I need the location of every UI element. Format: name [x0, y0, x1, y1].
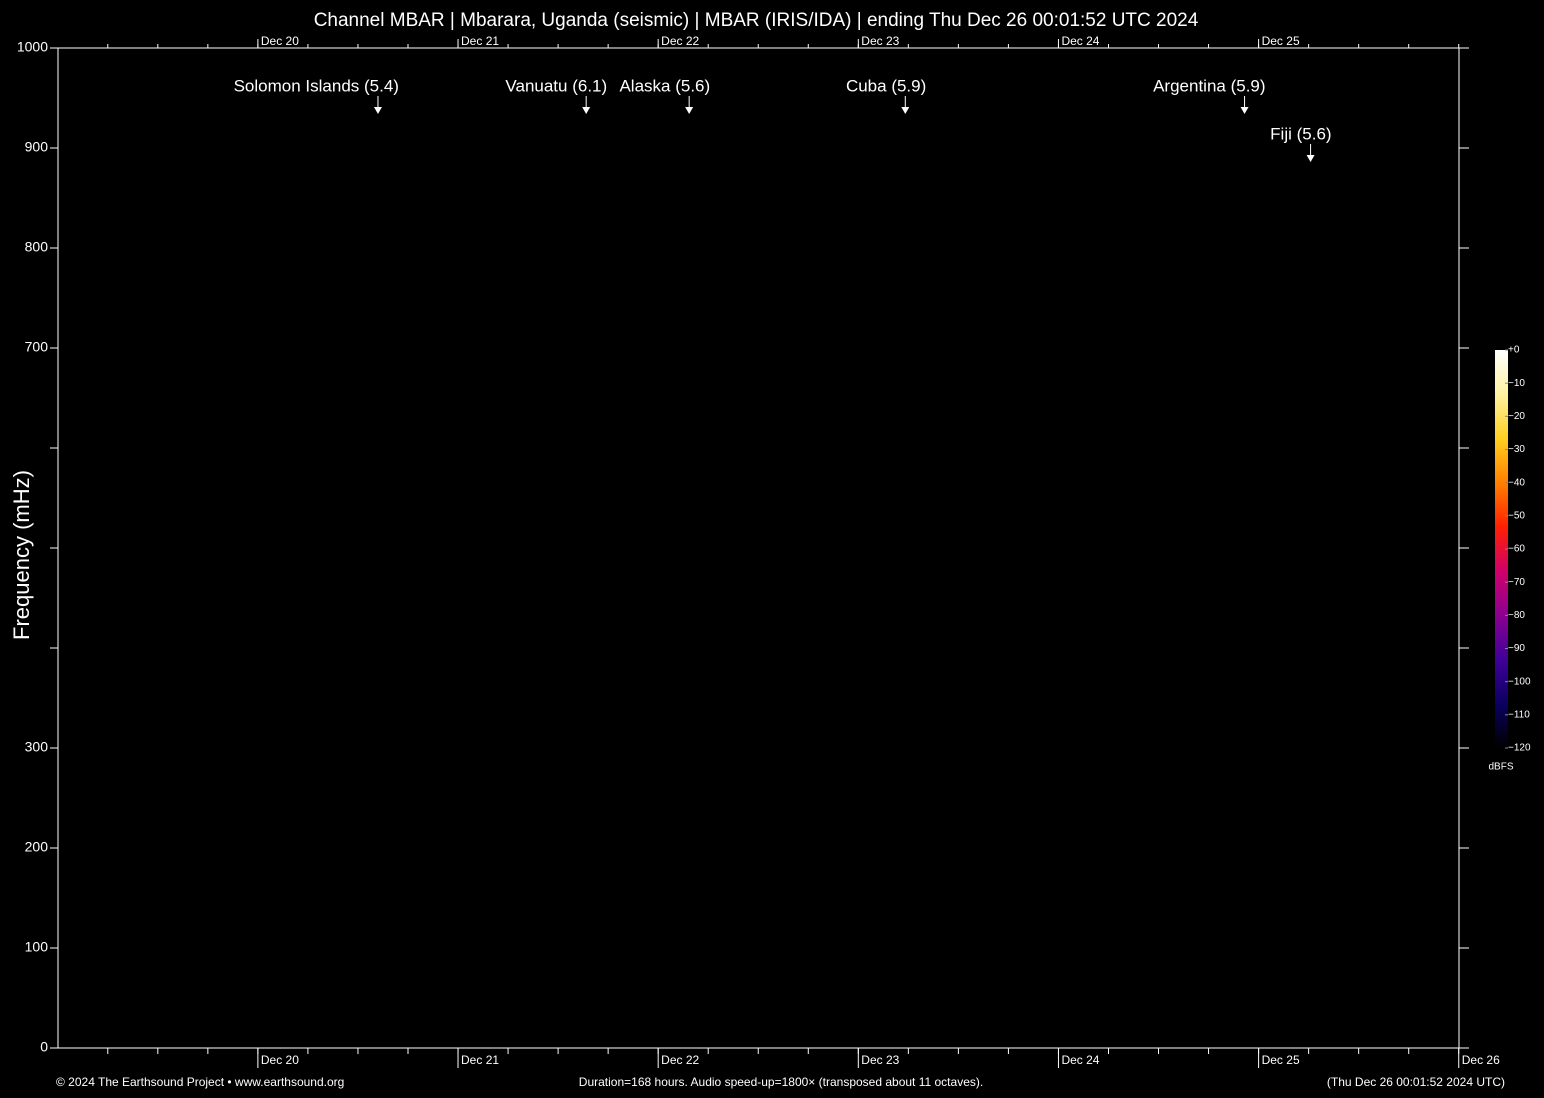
event-label: Argentina (5.9)	[1153, 76, 1265, 95]
event-arrow	[901, 107, 910, 114]
event-arrow	[582, 107, 591, 114]
footer-right: (Thu Dec 26 00:01:52 2024 UTC)	[1327, 1075, 1505, 1089]
x-tick-label: Dec 26	[1462, 1053, 1500, 1067]
x-tick-label-top: Dec 24	[1061, 34, 1099, 48]
colorbar-tick-label: −80	[1508, 610, 1525, 621]
event-label: Solomon Islands (5.4)	[234, 76, 399, 95]
colorbar-tick-label: −70	[1508, 577, 1525, 588]
colorbar-tick-label: −120	[1508, 743, 1531, 754]
x-tick-label-top: Dec 23	[861, 34, 899, 48]
colorbar-tick-label: −40	[1508, 477, 1525, 488]
y-tick-label: 1000	[17, 39, 48, 55]
event-arrow	[373, 107, 382, 114]
colorbar-tick-label: −10	[1508, 378, 1525, 389]
y-tick-label: 700	[25, 339, 49, 355]
x-tick-label-top: Dec 20	[261, 34, 299, 48]
colorbar-tick-label: −30	[1508, 444, 1525, 455]
x-tick-label: Dec 25	[1262, 1053, 1300, 1067]
x-tick-label-top: Dec 21	[461, 34, 499, 48]
event-arrow	[685, 107, 694, 114]
footer-center: Duration=168 hours. Audio speed-up=1800×…	[579, 1075, 983, 1089]
colorbar-tick-label: −90	[1508, 643, 1525, 654]
y-tick-label: 200	[25, 839, 49, 855]
x-tick-label: Dec 20	[261, 1053, 299, 1067]
chart-title: Channel MBAR | Mbarara, Uganda (seismic)…	[314, 10, 1199, 31]
colorbar-label: dBFS	[1488, 762, 1513, 773]
colorbar-tick-label: −110	[1508, 709, 1530, 720]
event-label: Alaska (5.6)	[619, 76, 710, 95]
x-tick-label: Dec 24	[1061, 1053, 1099, 1067]
x-tick-label-top: Dec 25	[1262, 34, 1300, 48]
y-tick-label: 0	[40, 1039, 48, 1055]
y-tick-label: 800	[25, 239, 49, 255]
event-label: Vanuatu (6.1)	[505, 76, 607, 95]
y-tick-label: 900	[25, 139, 49, 155]
event-label: Fiji (5.6)	[1270, 124, 1331, 143]
colorbar-tick-label: −60	[1508, 544, 1525, 555]
x-tick-label: Dec 22	[661, 1053, 699, 1067]
colorbar-tick-label: −100	[1508, 676, 1531, 687]
y-tick-label: 300	[25, 739, 49, 755]
footer-left: © 2024 The Earthsound Project • www.eart…	[56, 1075, 344, 1089]
x-tick-label-top: Dec 22	[661, 34, 699, 48]
colorbar	[1495, 350, 1508, 748]
colorbar-tick-label: −20	[1508, 411, 1525, 422]
x-tick-label: Dec 21	[461, 1053, 499, 1067]
event-arrow	[1306, 155, 1315, 162]
y-tick-label: 100	[25, 939, 49, 955]
colorbar-tick-label: −50	[1508, 510, 1525, 521]
event-arrow	[1240, 107, 1249, 114]
colorbar-tick-label: +0	[1508, 345, 1520, 356]
x-tick-label: Dec 23	[861, 1053, 899, 1067]
y-axis-label: Frequency (mHz)	[9, 470, 34, 640]
event-label: Cuba (5.9)	[846, 76, 926, 95]
